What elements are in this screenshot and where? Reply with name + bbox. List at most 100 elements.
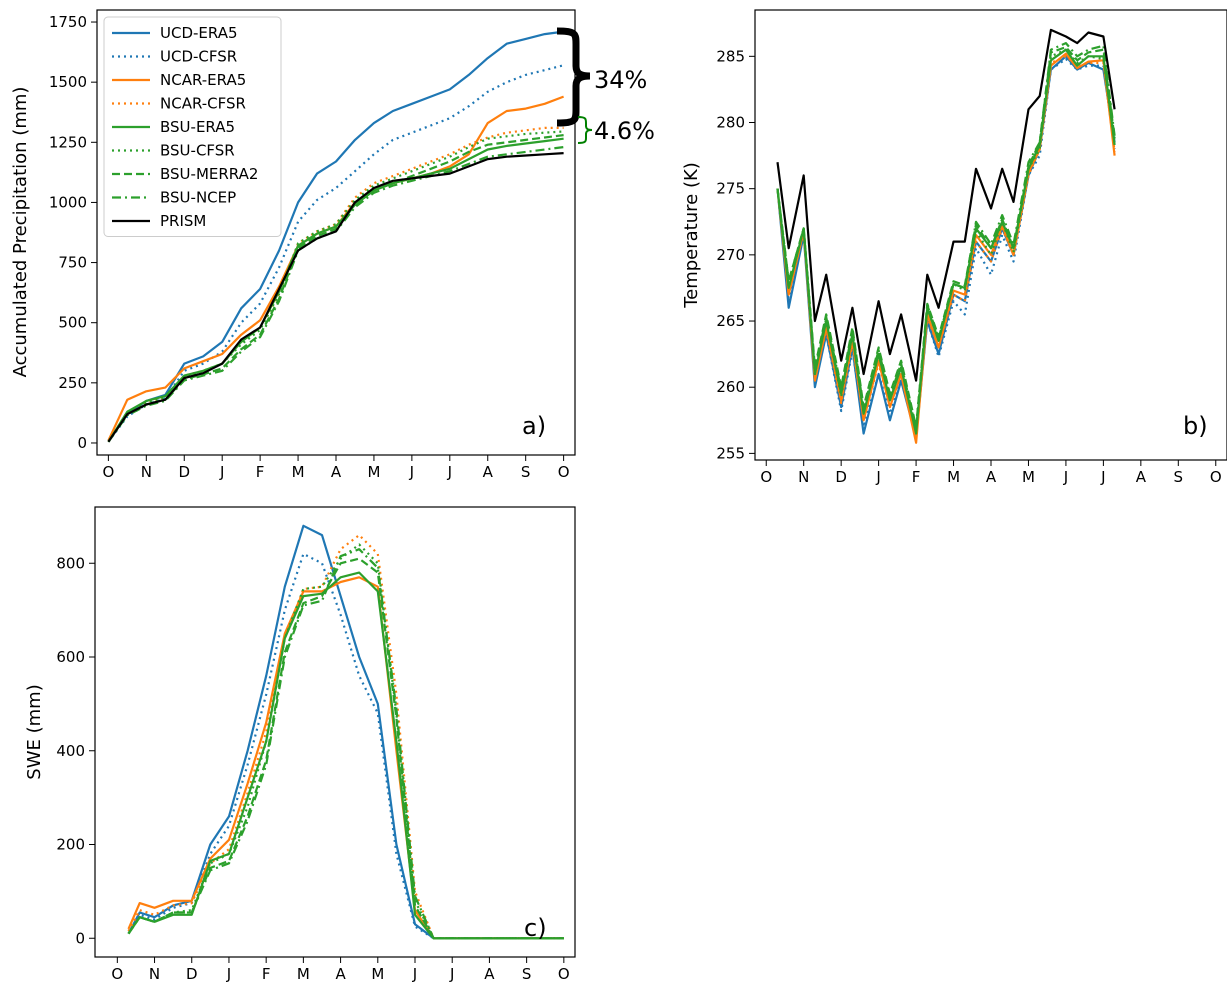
xtick-label: J xyxy=(412,965,417,983)
xtick-label: J xyxy=(1063,468,1068,486)
panel-a-legend: UCD-ERA5 UCD-CFSR NCAR-ERA5 NCAR-CFSR BSU-ER… xyxy=(103,16,282,237)
series-line-prism xyxy=(107,152,564,443)
xtick-label: A xyxy=(335,965,346,983)
ytick-label: 800 xyxy=(56,554,85,572)
xtick-label: A xyxy=(331,463,342,481)
panel-b-label: b) xyxy=(1183,412,1208,440)
xtick-label: O xyxy=(102,463,114,481)
ucd-spread-text: 34% xyxy=(594,66,647,94)
series-line-ncar-era5 xyxy=(776,52,1116,444)
ytick-label: 0 xyxy=(75,929,85,947)
series-line-ucd-cfsr xyxy=(107,64,564,443)
spread-annotations: 34% 4.6% xyxy=(556,27,655,145)
panel-b-lines xyxy=(776,28,1116,444)
xtick-label: F xyxy=(912,468,921,486)
xtick-label: A xyxy=(483,463,494,481)
panel-a-lines xyxy=(107,30,564,443)
panel-c-yticks: 0 200 400 600 800 xyxy=(56,554,95,947)
series-line-bsu-ncep xyxy=(776,41,1116,431)
series-line-ucd-era5 xyxy=(107,30,564,443)
series-line-bsu-era5 xyxy=(107,137,564,443)
xtick-label: J xyxy=(875,468,880,486)
series-line-bsu-cfsr xyxy=(107,130,564,443)
xtick-label: O xyxy=(558,463,570,481)
xtick-label: F xyxy=(256,463,265,481)
xtick-label: D xyxy=(835,468,847,486)
xtick-label: D xyxy=(178,463,190,481)
xtick-label: N xyxy=(149,965,160,983)
xtick-label: O xyxy=(558,965,570,983)
xtick-label: S xyxy=(522,965,532,983)
legend-label: UCD-CFSR xyxy=(160,48,237,66)
ytick-label: 200 xyxy=(56,836,85,854)
xtick-label: O xyxy=(111,965,123,983)
legend-label: BSU-CFSR xyxy=(160,142,235,160)
xtick-label: M xyxy=(371,965,384,983)
xtick-label: J xyxy=(1100,468,1105,486)
xtick-label: A xyxy=(986,468,997,486)
panel-a-yticks: 0 250 500 750 1000 1250 1500 1750 xyxy=(49,13,97,452)
ytick-label: 280 xyxy=(716,114,745,132)
xtick-label: D xyxy=(186,965,198,983)
ytick-label: 265 xyxy=(716,312,745,330)
xtick-label: N xyxy=(141,463,152,481)
series-line-prism xyxy=(776,28,1116,382)
xtick-label: O xyxy=(1210,468,1222,486)
series-line-bsu-cfsr xyxy=(776,48,1116,428)
ytick-label: 285 xyxy=(716,47,745,65)
xtick-label: M xyxy=(292,463,305,481)
xtick-label: J xyxy=(226,965,231,983)
panel-c-lines xyxy=(127,524,564,940)
legend-label: BSU-MERRA2 xyxy=(160,165,258,183)
xtick-label: J xyxy=(409,463,414,481)
xtick-label: M xyxy=(1022,468,1035,486)
ytick-label: 260 xyxy=(716,378,745,396)
panel-b-yticks: 255 260 265 270 275 280 285 xyxy=(716,47,755,462)
xtick-label: N xyxy=(798,468,809,486)
ytick-label: 275 xyxy=(716,180,745,198)
panel-a-precipitation: 0 250 500 750 1000 1250 1500 1750 O N D J F M A M J J A S O… xyxy=(10,9,576,481)
ytick-label: 0 xyxy=(77,434,87,452)
ytick-label: 1750 xyxy=(49,13,87,31)
bsu-spread-text: 4.6% xyxy=(594,117,655,145)
legend-label: NCAR-CFSR xyxy=(160,95,246,113)
xtick-label: A xyxy=(1136,468,1147,486)
panel-c-swe: 0 200 400 600 800 O N D J F M A M J J A S O SWE (mm) c) xyxy=(24,506,576,983)
legend-label: UCD-ERA5 xyxy=(160,24,238,42)
series-line-bsu-era5 xyxy=(776,48,1116,435)
xtick-label: M xyxy=(367,463,380,481)
legend-label: BSU-NCEP xyxy=(160,189,236,207)
legend-label: PRISM xyxy=(160,212,206,230)
panel-b-frame xyxy=(754,9,1227,461)
panel-b-ylabel: Temperature (K) xyxy=(681,162,702,309)
xtick-label: S xyxy=(1174,468,1184,486)
panel-c-ylabel: SWE (mm) xyxy=(24,684,45,779)
panel-a-ylabel: Accumulated Precipitation (mm) xyxy=(10,87,31,378)
ytick-label: 500 xyxy=(58,314,87,332)
panel-b-temperature: 255 260 265 270 275 280 285 O N D J F M A M J J A S O Temp… xyxy=(681,9,1227,486)
ytick-label: 250 xyxy=(58,374,87,392)
ytick-label: 270 xyxy=(716,246,745,264)
ytick-label: 1500 xyxy=(49,73,87,91)
ytick-label: 1250 xyxy=(49,133,87,151)
ytick-label: 255 xyxy=(716,444,745,462)
legend-label: BSU-ERA5 xyxy=(160,118,235,136)
series-line-bsu-cfsr xyxy=(127,543,564,940)
ytick-label: 1000 xyxy=(49,193,87,211)
panel-a-label: a) xyxy=(522,412,546,440)
xtick-label: M xyxy=(297,965,310,983)
series-line-ucd-era5 xyxy=(776,55,1116,439)
legend-box xyxy=(103,16,282,237)
series-line-bsu-ncep xyxy=(127,548,564,940)
xtick-label: M xyxy=(947,468,960,486)
xtick-label: J xyxy=(449,965,454,983)
xtick-label: J xyxy=(447,463,452,481)
bsu-spread-brace xyxy=(577,116,593,144)
ytick-label: 600 xyxy=(56,648,85,666)
panel-c-label: c) xyxy=(524,914,547,942)
ucd-spread-brace xyxy=(556,27,591,127)
